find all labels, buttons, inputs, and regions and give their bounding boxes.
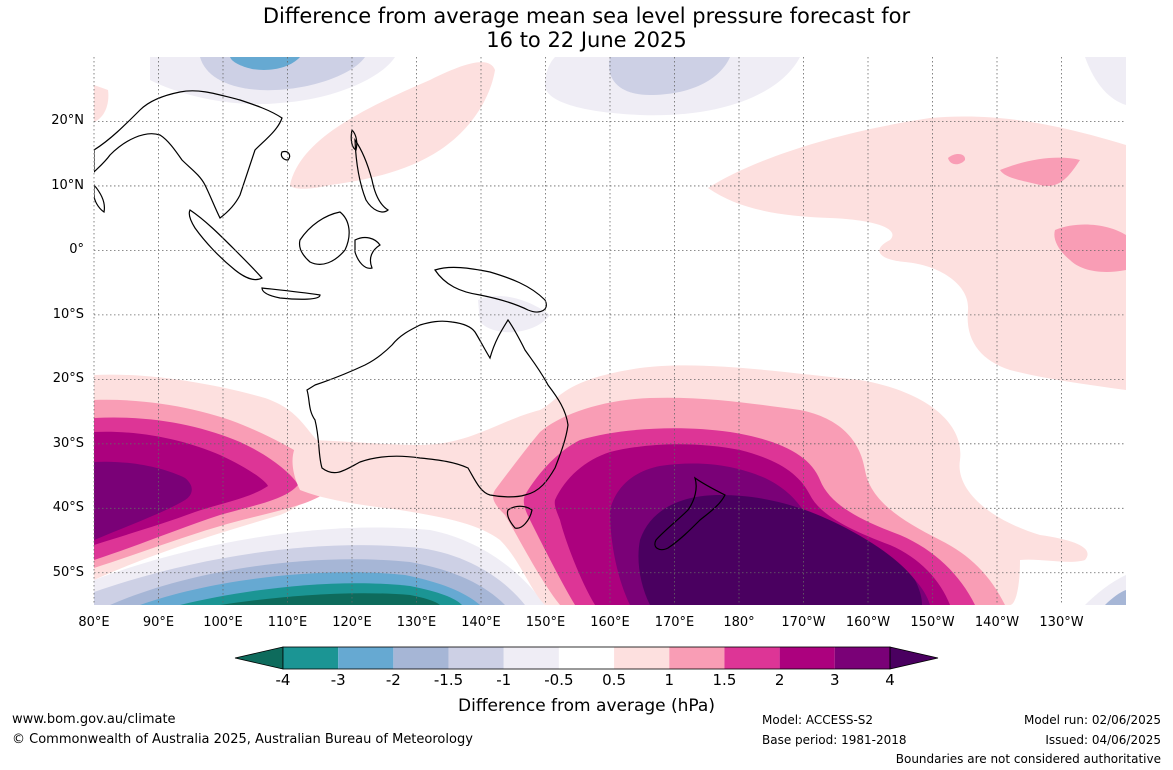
longitude-label: 100°E (203, 615, 243, 630)
longitude-label: 150°W (910, 615, 955, 630)
coastline-borneo (298, 211, 350, 265)
negative-anomaly-region-southern-ocean-core (220, 593, 440, 605)
coastlines (94, 90, 726, 551)
coastline-sumatra (188, 209, 263, 281)
colorbar-swatch (338, 647, 394, 669)
colorbar-tick-label: -0.5 (544, 671, 574, 689)
footer-model: Model: ACCESS-S2 (762, 713, 874, 727)
colorbar-outline (282, 646, 891, 670)
negative-anomaly-region-southeast-corner-core (1105, 590, 1126, 605)
coastline-hainan (280, 150, 291, 161)
colorbar-swatch (614, 647, 670, 669)
longitude-label: 140°E (461, 615, 501, 630)
negative-anomaly-region-asia-centre (230, 57, 300, 70)
coastline-new-zealand (654, 476, 726, 551)
longitude-label: 180° (723, 615, 755, 630)
colorbar-tick-label: 1.5 (712, 671, 737, 689)
latitude-label: 30°S (52, 435, 84, 451)
coastline-asia-mainland (94, 90, 283, 219)
latitude-label: 50°S (52, 564, 84, 580)
colorbar-swatch (503, 647, 559, 669)
coastline-taiwan (350, 128, 358, 151)
longitude-label: 120°E (332, 615, 372, 630)
colorbar-tick-label: -1 (496, 671, 512, 689)
longitude-label: 130°W (1039, 615, 1084, 630)
coastline-new-guinea (434, 266, 547, 313)
chart-title-line-1: Difference from average mean sea level p… (262, 4, 911, 28)
longitude-label: 160°W (845, 615, 891, 630)
longitude-label: 80°E (78, 615, 110, 630)
colorbar-tick-label: 1 (664, 671, 675, 689)
negative-anomaly-region-north-pacific-core (609, 57, 730, 95)
colorbar-tick-label: 4 (885, 671, 895, 689)
footer-disclaimer: Boundaries are not considered authoritat… (895, 752, 1161, 766)
colorbar-swatch (669, 647, 725, 669)
map-gridlines (93, 57, 1126, 605)
longitude-label: 130°E (396, 615, 437, 630)
longitude-label: 140°W (974, 615, 1020, 630)
colorbar-swatch (558, 647, 615, 669)
colorbar-swatch (724, 647, 780, 669)
coastline-tasmania (506, 505, 533, 529)
latitude-label: 10°S (52, 306, 84, 322)
colorbar-swatch (393, 647, 449, 669)
coastline-philippines (354, 137, 390, 213)
longitude-label: 160°E (590, 615, 630, 630)
colorbar-title: Difference from average (hPa) (458, 696, 715, 716)
footer-url[interactable]: www.bom.gov.au/climate (12, 712, 176, 727)
colorbar-tick-label: 3 (830, 671, 840, 689)
latitude-label: 40°S (52, 500, 84, 516)
colorbar-tick-label: -2 (385, 671, 401, 689)
latitude-label: 0° (69, 242, 84, 258)
chart-title-line-2: 16 to 22 June 2025 (486, 28, 687, 52)
footer-base-period: Base period: 1981-2018 (762, 733, 907, 747)
latitude-label: 20°S (52, 371, 84, 387)
longitude-label: 170°W (781, 615, 826, 630)
positive-anomaly-region-pacific-core-east (1054, 224, 1126, 272)
longitude-label: 150°E (525, 615, 566, 630)
colorbar-swatch (283, 647, 339, 669)
coastline-australia (306, 318, 569, 498)
positive-anomaly-region-pacific-small (948, 154, 966, 165)
footer-copyright: © Commonwealth of Australia 2025, Austra… (12, 732, 473, 747)
longitude-label: 110°E (267, 615, 308, 630)
colorbar-tick-label: 2 (774, 671, 785, 689)
colorbar (234, 646, 939, 670)
longitude-label: 170°E (654, 615, 695, 630)
negative-anomaly-region-east (1085, 57, 1126, 105)
coastline-java (261, 287, 321, 300)
footer-issued: Issued: 04/06/2025 (1045, 733, 1161, 747)
positive-anomaly-region-west-edge (94, 85, 109, 122)
colorbar-tick-label: -4 (275, 671, 291, 689)
latitude-label: 10°N (51, 177, 84, 193)
positive-anomaly-region-pacific-core-north (1000, 157, 1080, 186)
longitude-label: 90°E (142, 615, 175, 630)
colorbar-tick-label: -3 (330, 671, 346, 689)
positive-anomaly-region-philippines (290, 62, 495, 189)
colorbar-extend-low (234, 646, 284, 670)
latitude-label: 20°N (51, 113, 84, 129)
coastline-sri-lanka-india-edge (94, 184, 105, 213)
positive-anomaly-region-indian-ocean-core (94, 461, 192, 540)
colorbar-tick-label: 0.5 (602, 671, 626, 689)
colorbar-swatch (834, 647, 890, 669)
footer-model-run: Model run: 02/06/2025 (1023, 713, 1161, 727)
anomaly-field (94, 57, 1126, 605)
coastline-sulawesi (354, 236, 381, 269)
colorbar-extend-high (889, 646, 939, 670)
negative-anomaly-region-png (478, 295, 550, 333)
colorbar-swatch (779, 647, 835, 669)
colorbar-swatch (448, 647, 504, 669)
positive-anomaly-region-tasman-core (638, 495, 922, 605)
positive-anomaly-region-central-pacific (708, 116, 1126, 391)
colorbar-tick-label: -1.5 (433, 671, 464, 689)
